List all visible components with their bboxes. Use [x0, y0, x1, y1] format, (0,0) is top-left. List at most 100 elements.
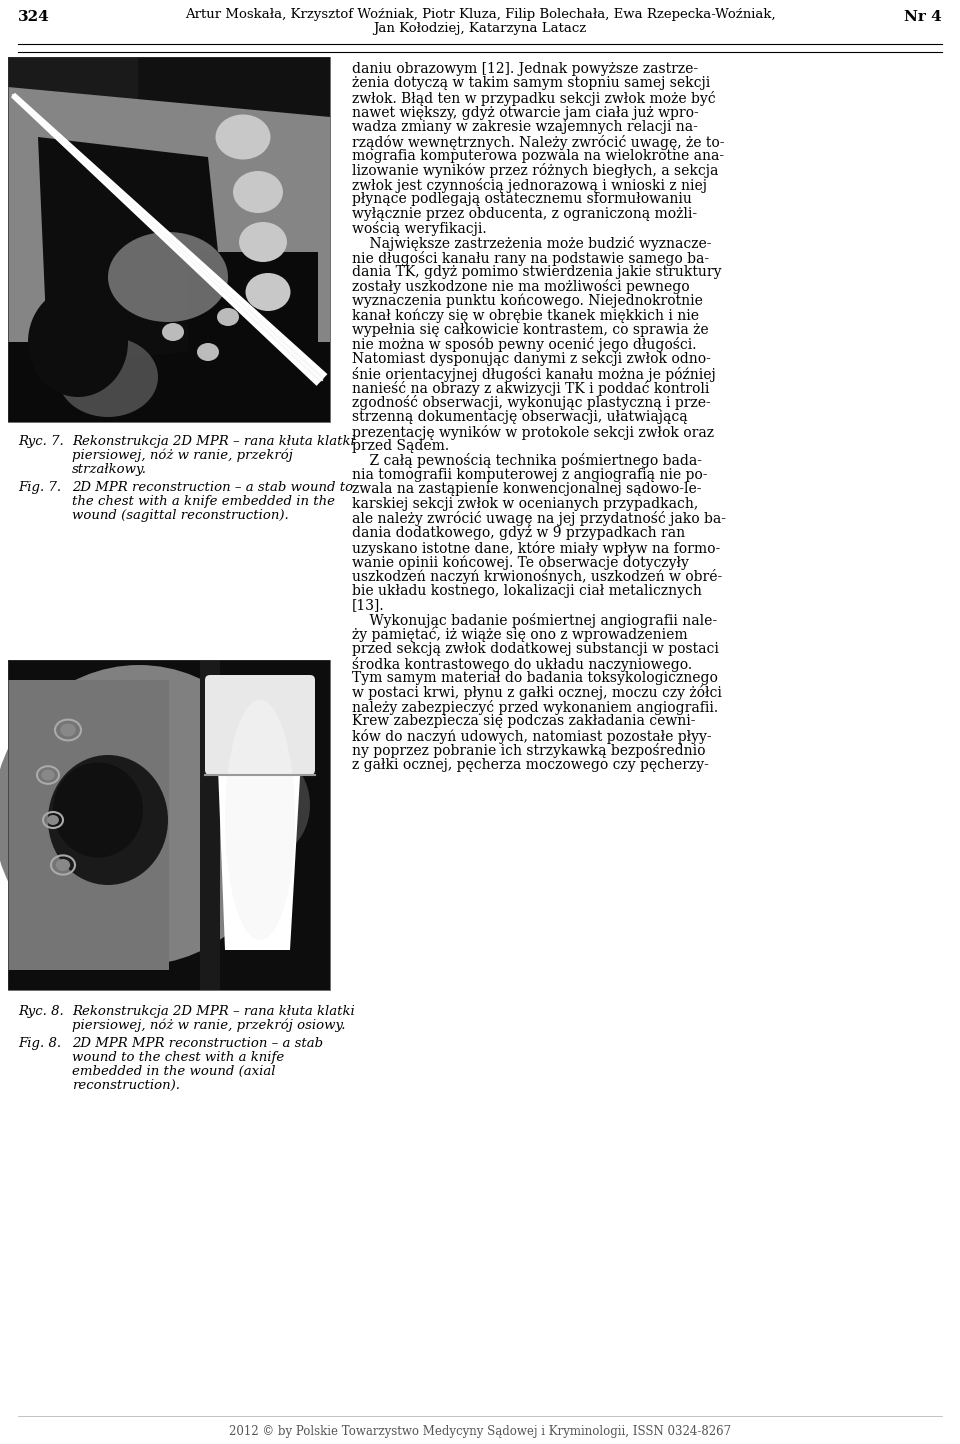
- Text: Fig. 8.: Fig. 8.: [18, 1037, 61, 1050]
- Text: dania TK, gdyż pomimo stwierdzenia jakie struktury: dania TK, gdyż pomimo stwierdzenia jakie…: [352, 266, 722, 279]
- Ellipse shape: [60, 723, 76, 736]
- Text: 324: 324: [18, 10, 50, 25]
- Text: reconstruction).: reconstruction).: [72, 1079, 180, 1092]
- Text: nie można w sposób pewny ocenić jego długości.: nie można w sposób pewny ocenić jego dłu…: [352, 338, 697, 352]
- Ellipse shape: [246, 273, 291, 310]
- Polygon shape: [8, 87, 330, 412]
- Text: kanał kończy się w obrębie tkanek miękkich i nie: kanał kończy się w obrębie tkanek miękki…: [352, 309, 699, 323]
- Text: wound (sagittal reconstruction).: wound (sagittal reconstruction).: [72, 508, 289, 521]
- Ellipse shape: [47, 814, 59, 825]
- Bar: [8, 342, 330, 422]
- Text: Rekonstrukcja 2D MPR – rana kłuta klatki: Rekonstrukcja 2D MPR – rana kłuta klatki: [72, 1005, 355, 1018]
- Text: Nr 4: Nr 4: [904, 10, 942, 25]
- Text: Jan Kołodziej, Katarzyna Latacz: Jan Kołodziej, Katarzyna Latacz: [373, 22, 587, 35]
- Text: zwala na zastąpienie konwencjonalnej sądowo-le-: zwala na zastąpienie konwencjonalnej sąd…: [352, 482, 702, 497]
- Text: wyznaczenia punktu końcowego. Niejednokrotnie: wyznaczenia punktu końcowego. Niejednokr…: [352, 295, 703, 309]
- Text: bie układu kostnego, lokalizacji ciał metalicznych: bie układu kostnego, lokalizacji ciał me…: [352, 583, 702, 598]
- Bar: [8, 56, 330, 422]
- Ellipse shape: [58, 336, 158, 417]
- Text: zwłok. Błąd ten w przypadku sekcji zwłok może być: zwłok. Błąd ten w przypadku sekcji zwłok…: [352, 91, 715, 105]
- Ellipse shape: [108, 232, 228, 322]
- Text: Z całą pewnością technika pośmiertnego bada-: Z całą pewnością technika pośmiertnego b…: [352, 453, 702, 468]
- Text: Artur Moskała, Krzysztof Woźniak, Piotr Kluza, Filip Bolechała, Ewa Rzepecka-Woź: Artur Moskała, Krzysztof Woźniak, Piotr …: [184, 9, 776, 22]
- Ellipse shape: [162, 323, 184, 341]
- Ellipse shape: [225, 700, 295, 940]
- Polygon shape: [11, 92, 327, 386]
- Text: daniu obrazowym [12]. Jednak powyższe zastrze-: daniu obrazowym [12]. Jednak powyższe za…: [352, 62, 698, 77]
- Text: Rekonstrukcja 2D MPR – rana kłuta klatki: Rekonstrukcja 2D MPR – rana kłuta klatki: [72, 435, 355, 448]
- Text: śnie orientacyjnej długości kanału można je później: śnie orientacyjnej długości kanału można…: [352, 367, 716, 381]
- Bar: [8, 660, 330, 991]
- Text: nanieść na obrazy z akwizycji TK i poddać kontroli: nanieść na obrazy z akwizycji TK i podda…: [352, 381, 709, 396]
- Text: Ryc. 7.: Ryc. 7.: [18, 435, 63, 448]
- Text: Fig. 7.: Fig. 7.: [18, 481, 61, 494]
- Text: Krew zabezpiecza się podczas zakładania cewni-: Krew zabezpiecza się podczas zakładania …: [352, 715, 695, 729]
- Text: nawet większy, gdyż otwarcie jam ciała już wpro-: nawet większy, gdyż otwarcie jam ciała j…: [352, 105, 699, 120]
- Text: Wykonując badanie pośmiertnej angiografii nale-: Wykonując badanie pośmiertnej angiografi…: [352, 614, 717, 628]
- Text: uzyskano istotne dane, które miały wpływ na formo-: uzyskano istotne dane, które miały wpływ…: [352, 540, 720, 556]
- Ellipse shape: [0, 666, 285, 965]
- Ellipse shape: [197, 344, 219, 361]
- Text: nie długości kanału rany na podstawie samego ba-: nie długości kanału rany na podstawie sa…: [352, 250, 709, 266]
- Polygon shape: [215, 690, 305, 950]
- FancyBboxPatch shape: [205, 674, 315, 775]
- Text: mografia komputerowa pozwala na wielokrotne ana-: mografia komputerowa pozwala na wielokro…: [352, 149, 724, 163]
- Text: ny poprzez pobranie ich strzykawką bezpośrednio: ny poprzez pobranie ich strzykawką bezpo…: [352, 744, 706, 758]
- Text: zwłok jest czynnością jednorazową i wnioski z niej: zwłok jest czynnością jednorazową i wnio…: [352, 178, 707, 193]
- Ellipse shape: [56, 859, 70, 871]
- Ellipse shape: [217, 308, 239, 326]
- Text: uszkodzeń naczyń krwionośnych, uszkodzeń w obré-: uszkodzeń naczyń krwionośnych, uszkodzeń…: [352, 569, 722, 585]
- Bar: [138, 56, 330, 257]
- Text: ży pamiętać, iż wiąże się ono z wprowadzeniem: ży pamiętać, iż wiąże się ono z wprowadz…: [352, 628, 687, 643]
- Text: ków do naczyń udowych, natomiast pozostałe płyy-: ków do naczyń udowych, natomiast pozosta…: [352, 729, 711, 744]
- Text: the chest with a knife embedded in the: the chest with a knife embedded in the: [72, 495, 335, 508]
- Bar: [8, 680, 169, 970]
- Text: strzenną dokumentację obserwacji, ułatwiającą: strzenną dokumentację obserwacji, ułatwi…: [352, 410, 687, 425]
- Bar: [8, 56, 330, 422]
- Text: Ryc. 8.: Ryc. 8.: [18, 1005, 63, 1018]
- Text: [13].: [13].: [352, 598, 385, 612]
- Text: zostały uszkodzone nie ma możliwości pewnego: zostały uszkodzone nie ma możliwości pew…: [352, 280, 689, 295]
- Bar: [200, 660, 220, 991]
- Ellipse shape: [48, 755, 168, 885]
- Ellipse shape: [53, 762, 143, 858]
- Text: wound to the chest with a knife: wound to the chest with a knife: [72, 1051, 284, 1064]
- Polygon shape: [38, 137, 228, 367]
- Text: Największe zastrzeżenia może budzić wyznacze-: Największe zastrzeżenia może budzić wyzn…: [352, 235, 711, 251]
- Text: Natomiast dysponując danymi z sekcji zwłok odno-: Natomiast dysponując danymi z sekcji zwł…: [352, 352, 710, 365]
- Text: z gałki ocznej, pęcherza moczowego czy pęcherzy-: z gałki ocznej, pęcherza moczowego czy p…: [352, 758, 708, 773]
- Text: karskiej sekcji zwłok w ocenianych przypadkach,: karskiej sekcji zwłok w ocenianych przyp…: [352, 497, 698, 511]
- Text: ale należy zwrócić uwagę na jej przydatność jako ba-: ale należy zwrócić uwagę na jej przydatn…: [352, 511, 726, 527]
- Bar: [8, 660, 330, 991]
- Text: środka kontrastowego do układu naczyniowego.: środka kontrastowego do układu naczyniow…: [352, 657, 692, 671]
- Ellipse shape: [41, 770, 55, 781]
- Text: wością weryfikacji.: wością weryfikacji.: [352, 221, 487, 237]
- Text: piersiowej, nóż w ranie, przekrój: piersiowej, nóż w ranie, przekrój: [72, 449, 293, 462]
- Ellipse shape: [233, 170, 283, 214]
- Ellipse shape: [28, 287, 128, 397]
- Text: dania dodatkowego, gdyż w 9 przypadkach ran: dania dodatkowego, gdyż w 9 przypadkach …: [352, 526, 685, 540]
- Bar: [188, 253, 318, 422]
- Polygon shape: [12, 94, 324, 383]
- Text: nia tomografii komputerowej z angiografią nie po-: nia tomografii komputerowej z angiografi…: [352, 468, 708, 482]
- Text: prezentację wyników w protokole sekcji zwłok oraz: prezentację wyników w protokole sekcji z…: [352, 425, 714, 439]
- Text: wypełnia się całkowicie kontrastem, co sprawia że: wypełnia się całkowicie kontrastem, co s…: [352, 323, 708, 336]
- Text: w postaci krwi, płynu z gałki ocznej, moczu czy żółci: w postaci krwi, płynu z gałki ocznej, mo…: [352, 686, 722, 700]
- Text: przed sekcją zwłok dodatkowej substancji w postaci: przed sekcją zwłok dodatkowej substancji…: [352, 643, 719, 656]
- Ellipse shape: [230, 755, 310, 855]
- Text: piersiowej, nóż w ranie, przekrój osiowy.: piersiowej, nóż w ranie, przekrój osiowy…: [72, 1019, 346, 1032]
- Text: 2D MPR reconstruction – a stab wound to: 2D MPR reconstruction – a stab wound to: [72, 481, 353, 494]
- Text: żenia dotyczą w takim samym stopniu samej sekcji: żenia dotyczą w takim samym stopniu same…: [352, 77, 710, 91]
- Text: wyłącznie przez obducenta, z ograniczoną możli-: wyłącznie przez obducenta, z ograniczoną…: [352, 206, 697, 221]
- Text: 2D MPR MPR reconstruction – a stab: 2D MPR MPR reconstruction – a stab: [72, 1037, 324, 1050]
- Text: płynące podlegają ostatecznemu sformułowaniu: płynące podlegają ostatecznemu sformułow…: [352, 192, 692, 206]
- Text: rządów wewnętrznych. Należy zwrócić uwagę, że to-: rządów wewnętrznych. Należy zwrócić uwag…: [352, 134, 725, 150]
- Ellipse shape: [239, 222, 287, 261]
- Text: przed Sądem.: przed Sądem.: [352, 439, 449, 453]
- Ellipse shape: [215, 114, 271, 159]
- Text: strzałkowy.: strzałkowy.: [72, 464, 147, 477]
- Text: lizowanie wyników przez różnych biegłych, a sekcja: lizowanie wyników przez różnych biegłych…: [352, 163, 718, 179]
- Text: zgodność obserwacji, wykonując plastyczną i prze-: zgodność obserwacji, wykonując plastyczn…: [352, 396, 710, 410]
- Text: należy zabezpieczyć przed wykonaniem angiografii.: należy zabezpieczyć przed wykonaniem ang…: [352, 700, 718, 715]
- Text: wadza zmiany w zakresie wzajemnych relacji na-: wadza zmiany w zakresie wzajemnych relac…: [352, 120, 698, 134]
